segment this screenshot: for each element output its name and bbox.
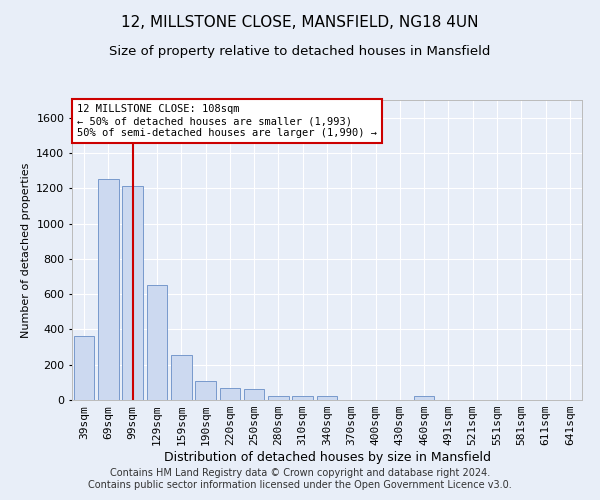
X-axis label: Distribution of detached houses by size in Mansfield: Distribution of detached houses by size …	[163, 451, 491, 464]
Bar	[220, 388, 240, 400]
Bar	[317, 396, 337, 400]
Bar	[244, 390, 265, 400]
Text: 12, MILLSTONE CLOSE, MANSFIELD, NG18 4UN: 12, MILLSTONE CLOSE, MANSFIELD, NG18 4UN	[121, 15, 479, 30]
Bar	[414, 396, 434, 400]
Bar	[98, 180, 119, 400]
Bar	[74, 336, 94, 400]
Bar	[146, 286, 167, 400]
Bar	[171, 355, 191, 400]
Bar	[268, 396, 289, 400]
Bar	[195, 382, 216, 400]
Text: Size of property relative to detached houses in Mansfield: Size of property relative to detached ho…	[109, 45, 491, 58]
Text: Contains HM Land Registry data © Crown copyright and database right 2024.
Contai: Contains HM Land Registry data © Crown c…	[88, 468, 512, 490]
Text: 12 MILLSTONE CLOSE: 108sqm
← 50% of detached houses are smaller (1,993)
50% of s: 12 MILLSTONE CLOSE: 108sqm ← 50% of deta…	[77, 104, 377, 138]
Bar	[122, 186, 143, 400]
Bar	[292, 396, 313, 400]
Y-axis label: Number of detached properties: Number of detached properties	[20, 162, 31, 338]
